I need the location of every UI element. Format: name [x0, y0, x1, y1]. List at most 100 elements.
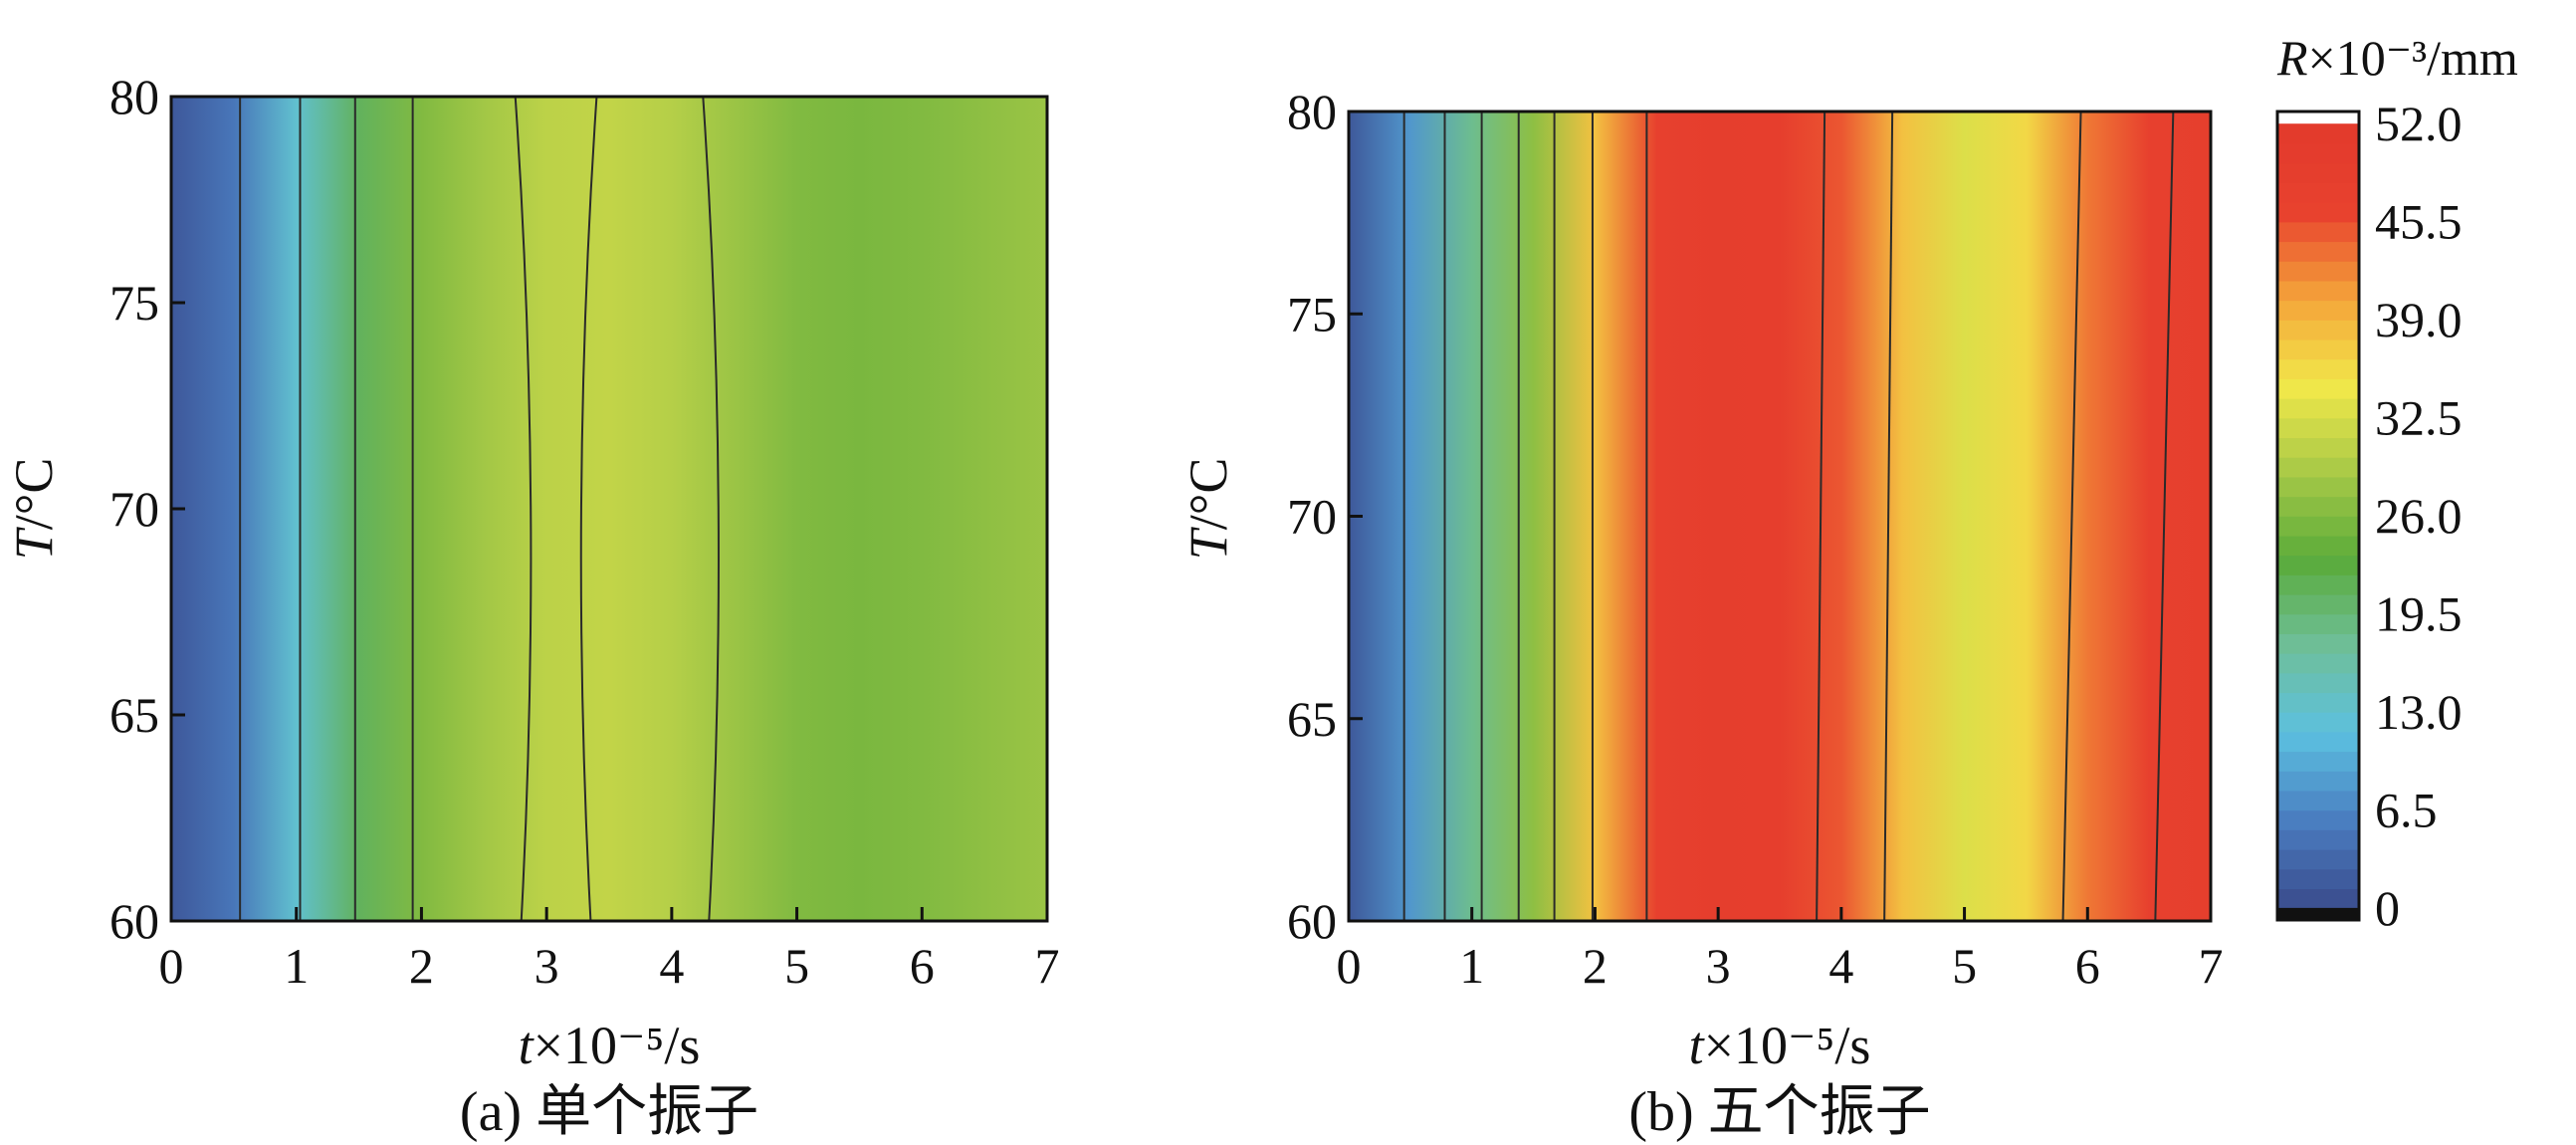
x-tick-label: 7	[2199, 938, 2224, 994]
colorbar-band	[2277, 496, 2359, 517]
colorbar-band	[2277, 221, 2359, 243]
colorbar-band	[2277, 809, 2359, 830]
plot-area-a	[171, 97, 1047, 921]
colorbar-band	[2277, 633, 2359, 654]
colorbar-band	[2277, 751, 2359, 772]
colorbar-band	[2277, 672, 2359, 694]
x-tick-label: 6	[2075, 938, 2100, 994]
y-tick-label: 75	[1287, 286, 1337, 342]
colorbar-band	[2277, 476, 2359, 498]
colorbar-frame	[2275, 110, 2361, 922]
colorbar-band	[2277, 848, 2359, 870]
colorbar-labels: 52.0 45.5 39.0 32.5 26.0 19.5 13.0 6.5 0	[2375, 96, 2463, 936]
colorbar-band	[2277, 790, 2359, 811]
y-tick-label: 65	[109, 687, 159, 743]
x-tick-label: 5	[784, 938, 809, 994]
colorbar-band	[2277, 378, 2359, 399]
contour-lines-b	[1402, 111, 2175, 922]
colorbar-tick-label: 26.0	[2375, 488, 2463, 544]
colorbar-band	[2277, 358, 2359, 379]
colorbar-band	[2277, 417, 2359, 439]
colorbar-tick-label: 45.5	[2375, 194, 2463, 250]
colorbar-cap-top	[2277, 112, 2359, 124]
contour-line	[514, 96, 533, 922]
colorbar-tick-label: 13.0	[2375, 684, 2463, 740]
caption-a: (a) 单个振子	[460, 1081, 758, 1143]
x-ticks-a: 0 1 2 3 4 5 6 7	[159, 907, 1060, 994]
colorbar-band	[2277, 535, 2359, 557]
colorbar-band	[2277, 613, 2359, 634]
y-tick-label: 70	[1287, 489, 1337, 545]
colorbar-band	[2277, 320, 2359, 341]
colorbar-band	[2277, 516, 2359, 537]
colorbar-band	[2277, 652, 2359, 674]
x-ticks-b: 0 1 2 3 4 5 6 7	[1337, 907, 2224, 994]
colorbar-band	[2277, 260, 2359, 282]
colorbar-band	[2277, 201, 2359, 223]
colorbar-band	[2277, 397, 2359, 419]
y-tick-label: 60	[1287, 893, 1337, 949]
contour-line	[2154, 111, 2175, 922]
x-tick-label: 7	[1035, 938, 1060, 994]
y-tick-label: 80	[1287, 84, 1337, 139]
colorbar-tick-label: 52.0	[2375, 96, 2463, 151]
y-tick-label: 70	[109, 481, 159, 537]
contour-line	[702, 96, 720, 922]
x-tick-label: 4	[659, 938, 684, 994]
contour-lines-a	[239, 96, 720, 922]
colorbar-band	[2277, 300, 2359, 321]
colorbar-band	[2277, 456, 2359, 478]
colorbar-band	[2277, 829, 2359, 850]
colorbar-band	[2277, 593, 2359, 615]
colorbar-band	[2277, 123, 2359, 144]
colorbar-band	[2277, 731, 2359, 753]
colorbar-band	[2277, 555, 2359, 575]
colorbar-band	[2277, 142, 2359, 164]
plot-area-b	[1349, 112, 2211, 921]
contour-line	[1816, 111, 1826, 922]
y-axis-title-a: T/°C	[4, 458, 64, 561]
colorbar-band	[2277, 888, 2359, 909]
colorbar-title: R×10⁻³/mm	[2276, 30, 2518, 86]
colorbar-band	[2277, 241, 2359, 262]
x-axis-title-a: t×10⁻⁵/s	[519, 1016, 701, 1075]
colorbar-band	[2277, 868, 2359, 889]
caption-b: (b) 五个振子	[1628, 1081, 1930, 1143]
colorbar-band	[2277, 162, 2359, 184]
x-tick-label: 4	[1828, 938, 1853, 994]
colorbar-band	[2277, 771, 2359, 792]
colorbar-tick-label: 39.0	[2375, 292, 2463, 347]
colorbar-band	[2277, 280, 2359, 302]
y-tick-label: 80	[109, 69, 159, 124]
colorbar-tick-label: 6.5	[2375, 782, 2438, 837]
y-ticks-a: 60 65 70 75 80	[109, 69, 185, 949]
y-ticks-b: 60 65 70 75 80	[1287, 84, 1363, 949]
x-tick-label: 5	[1952, 938, 1977, 994]
x-tick-label: 1	[284, 938, 309, 994]
colorbar-band	[2277, 711, 2359, 733]
colorbar-tick-label: 0	[2375, 880, 2400, 936]
x-tick-label: 0	[1337, 938, 1362, 994]
x-tick-label: 2	[409, 938, 434, 994]
colorbar-cap-bottom	[2277, 907, 2359, 920]
contour-line	[579, 96, 598, 922]
y-tick-label: 60	[109, 893, 159, 949]
contour-line	[1883, 111, 1894, 922]
colorbar-tick-label: 32.5	[2375, 390, 2463, 446]
y-axis-title-b: T/°C	[1179, 458, 1238, 561]
x-tick-label: 2	[1583, 938, 1608, 994]
contour-line	[2061, 111, 2082, 922]
colorbar-band	[2277, 574, 2359, 595]
x-tick-label: 3	[535, 938, 559, 994]
colorbar-band	[2277, 182, 2359, 203]
colorbar-band	[2277, 437, 2359, 458]
colorbar: R×10⁻³/mm 52.0 45.5 39.0 32.5 26.0 19.5 13.0 6.…	[2275, 30, 2518, 936]
x-tick-label: 3	[1706, 938, 1731, 994]
y-tick-label: 65	[1287, 691, 1337, 747]
x-tick-label: 6	[910, 938, 935, 994]
x-tick-label: 1	[1459, 938, 1484, 994]
heatmap-panel-a: 0 1 2 3 4 5 6 7 60 65 70 75 80 t×10⁻⁵/s T/°C (a) 单个…	[4, 69, 1060, 1143]
x-tick-label: 0	[159, 938, 184, 994]
heatmap-panel-b: 0 1 2 3 4 5 6 7 60 65 70 75 80 t×10⁻⁵/s T/°C (b) 五个…	[1179, 84, 2224, 1143]
